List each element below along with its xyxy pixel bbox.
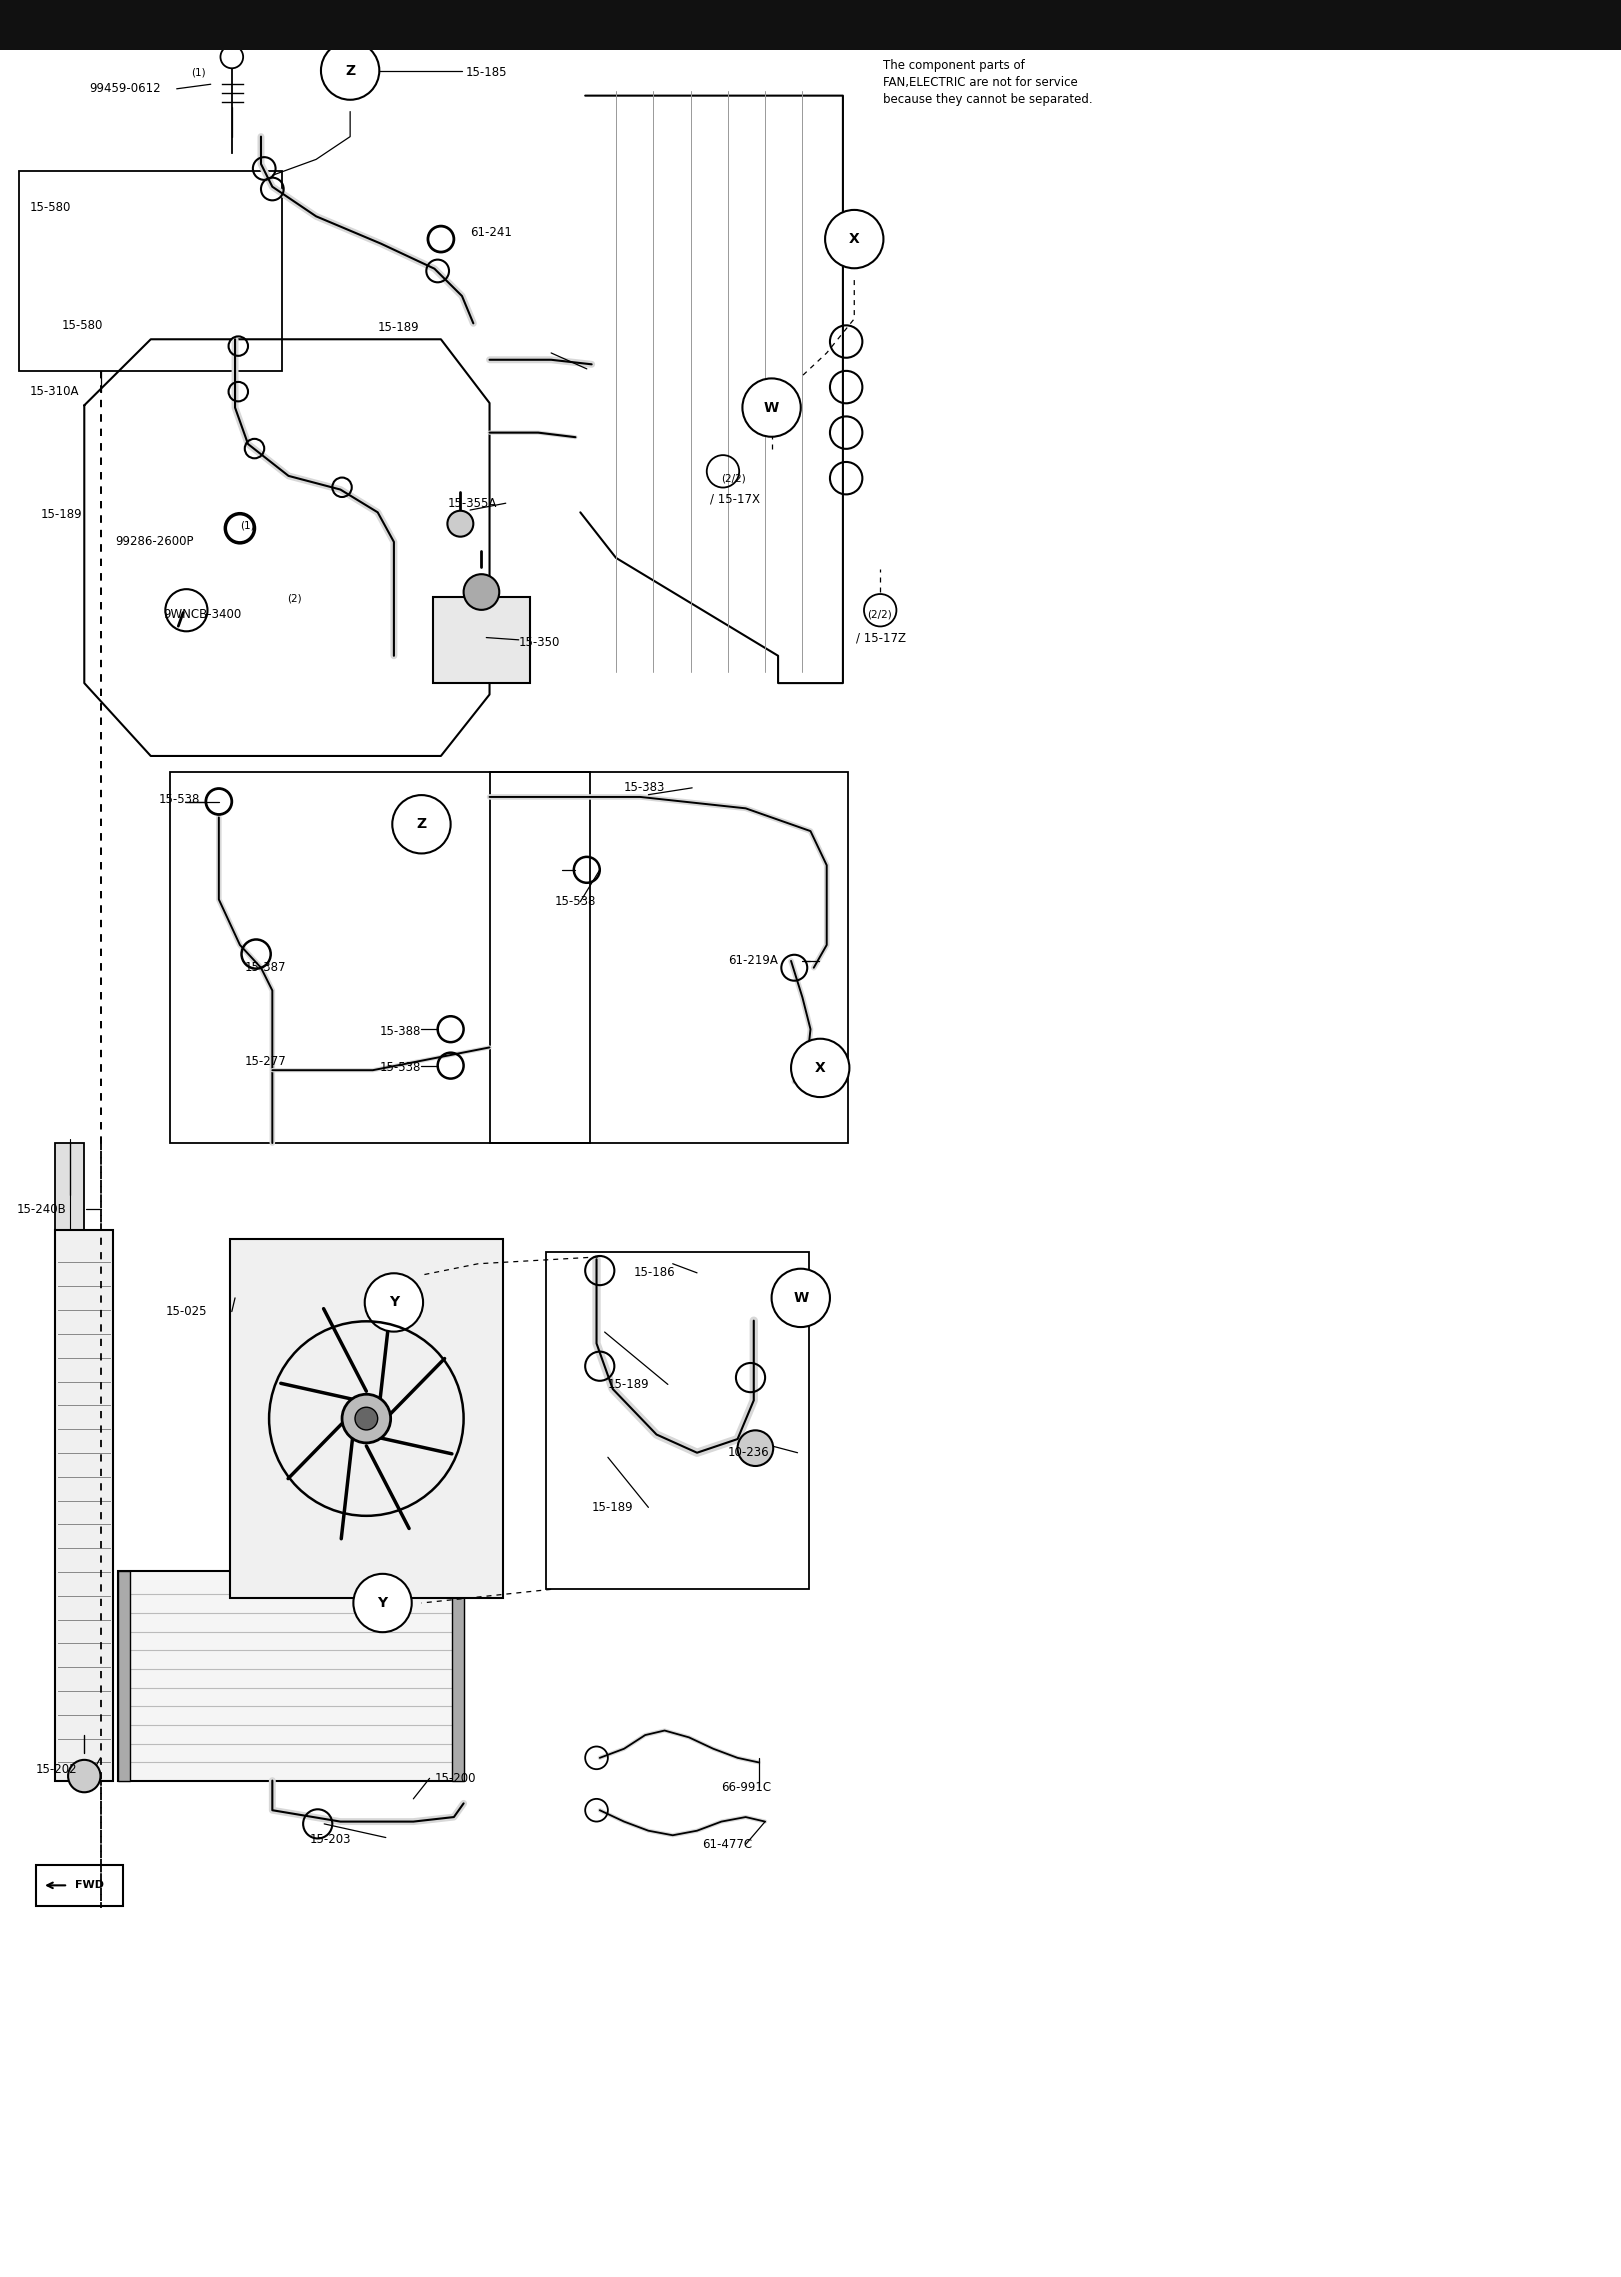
Text: 15-202: 15-202 bbox=[36, 1762, 78, 1776]
Circle shape bbox=[321, 41, 379, 100]
Text: 15-240B: 15-240B bbox=[16, 1202, 66, 1216]
Text: 15-387: 15-387 bbox=[245, 961, 287, 975]
Bar bbox=[230, 1239, 503, 1598]
Text: FWD: FWD bbox=[75, 1881, 104, 1890]
Text: 15-538: 15-538 bbox=[554, 895, 597, 909]
Text: 15-388: 15-388 bbox=[379, 1025, 421, 1038]
Text: 15-383: 15-383 bbox=[624, 781, 666, 795]
Text: 15-580: 15-580 bbox=[62, 319, 104, 332]
Text: (2/2): (2/2) bbox=[867, 610, 892, 619]
Circle shape bbox=[464, 574, 499, 610]
Circle shape bbox=[220, 46, 243, 68]
Text: 15-580: 15-580 bbox=[29, 200, 71, 214]
Text: Z: Z bbox=[417, 817, 426, 831]
Bar bbox=[546, 1252, 809, 1589]
Text: 15-189: 15-189 bbox=[378, 321, 420, 335]
Text: 15-185: 15-185 bbox=[465, 66, 507, 80]
Text: (1): (1) bbox=[191, 68, 206, 77]
Text: 15-189: 15-189 bbox=[592, 1501, 634, 1514]
Text: (1): (1) bbox=[240, 521, 254, 531]
Text: 15-538: 15-538 bbox=[159, 792, 201, 806]
Text: 15-355A: 15-355A bbox=[447, 496, 496, 510]
Circle shape bbox=[772, 1268, 830, 1327]
Text: 9WNCB-3400: 9WNCB-3400 bbox=[164, 608, 242, 622]
Circle shape bbox=[68, 1760, 101, 1792]
Text: 15-025: 15-025 bbox=[165, 1305, 207, 1318]
Circle shape bbox=[355, 1407, 378, 1430]
Text: 66-991C: 66-991C bbox=[721, 1781, 772, 1794]
Bar bbox=[0, 0, 1621, 50]
Bar bbox=[19, 171, 282, 371]
Bar bbox=[118, 1571, 464, 1781]
Text: 15-186: 15-186 bbox=[634, 1266, 676, 1280]
Bar bbox=[118, 1571, 130, 1781]
Text: 15-277: 15-277 bbox=[245, 1054, 287, 1068]
Text: Y: Y bbox=[378, 1596, 387, 1610]
Text: 61-241: 61-241 bbox=[470, 225, 512, 239]
Text: 99286-2600P: 99286-2600P bbox=[115, 535, 193, 549]
Text: 10-236: 10-236 bbox=[728, 1446, 770, 1460]
Circle shape bbox=[342, 1394, 391, 1444]
Bar bbox=[55, 1143, 84, 1234]
Text: 15-350: 15-350 bbox=[519, 635, 561, 649]
Text: 15-189: 15-189 bbox=[608, 1378, 650, 1391]
Circle shape bbox=[742, 378, 801, 437]
Text: Y: Y bbox=[389, 1296, 399, 1309]
Circle shape bbox=[447, 510, 473, 537]
Circle shape bbox=[825, 209, 883, 269]
Bar bbox=[55, 1230, 113, 1781]
Text: 15-200: 15-200 bbox=[434, 1772, 477, 1785]
Bar bbox=[433, 597, 530, 683]
Text: / 15-17X: / 15-17X bbox=[710, 492, 760, 505]
Text: 15-538: 15-538 bbox=[379, 1061, 421, 1075]
Text: 15-189: 15-189 bbox=[41, 508, 83, 521]
Text: 61-477C: 61-477C bbox=[702, 1838, 752, 1851]
Text: W: W bbox=[793, 1291, 809, 1305]
Circle shape bbox=[392, 795, 451, 854]
Text: W: W bbox=[763, 401, 780, 414]
Text: (2/2): (2/2) bbox=[721, 474, 746, 483]
Text: Z: Z bbox=[345, 64, 355, 77]
Text: 99459-0612: 99459-0612 bbox=[89, 82, 160, 96]
Text: (2): (2) bbox=[287, 594, 302, 603]
Text: / 15-17Z: / 15-17Z bbox=[856, 631, 906, 644]
Text: 61-219A: 61-219A bbox=[728, 954, 778, 968]
Bar bbox=[490, 772, 848, 1143]
Text: The component parts of
FAN,ELECTRIC are not for service
because they cannot be s: The component parts of FAN,ELECTRIC are … bbox=[883, 59, 1093, 107]
Circle shape bbox=[365, 1273, 423, 1332]
Circle shape bbox=[738, 1430, 773, 1466]
Circle shape bbox=[791, 1038, 849, 1098]
Text: 15-203: 15-203 bbox=[310, 1833, 352, 1847]
Bar bbox=[170, 772, 590, 1143]
Circle shape bbox=[353, 1573, 412, 1633]
Text: X: X bbox=[849, 232, 859, 246]
Text: 15-310A: 15-310A bbox=[29, 385, 79, 398]
Bar bbox=[36, 1865, 123, 1906]
Text: X: X bbox=[815, 1061, 825, 1075]
Bar bbox=[452, 1571, 464, 1781]
